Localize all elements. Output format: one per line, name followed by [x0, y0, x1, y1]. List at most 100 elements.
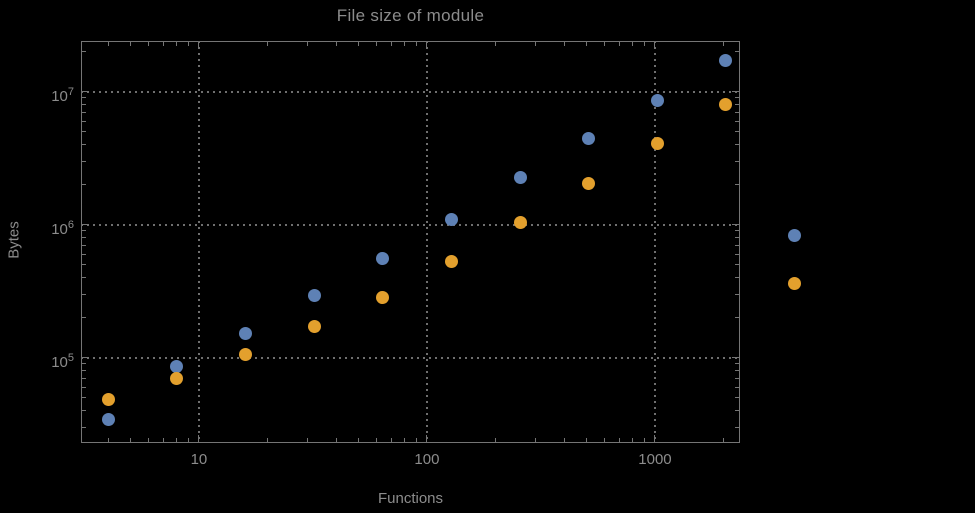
y-tick-right	[732, 357, 739, 359]
x-tick-top	[176, 42, 178, 46]
y-tick	[82, 184, 86, 186]
y-tick-label: 105	[51, 351, 74, 371]
data-point-series-2	[582, 177, 596, 191]
x-tick-top	[535, 42, 537, 46]
x-tick	[619, 438, 621, 442]
data-point-series-1	[170, 360, 184, 374]
x-tick-top	[198, 42, 200, 49]
x-tick	[603, 438, 605, 442]
x-tick-top	[267, 42, 269, 46]
x-tick	[404, 438, 406, 442]
x-tick-top	[375, 42, 377, 46]
x-tick	[495, 438, 497, 442]
y-tick-right	[735, 426, 739, 428]
x-tick	[307, 438, 309, 442]
x-tick	[535, 438, 537, 442]
x-tick-label: 10	[190, 451, 208, 468]
data-point-series-2	[101, 392, 115, 406]
data-point-series-1	[788, 228, 802, 242]
data-point-series-2	[444, 254, 458, 268]
y-tick-right	[735, 51, 739, 53]
y-tick	[82, 253, 86, 255]
x-tick-top	[129, 42, 131, 46]
x-tick-top	[644, 42, 646, 46]
y-tick	[82, 377, 86, 379]
x-tick	[426, 435, 428, 442]
data-point-series-1	[719, 54, 733, 68]
x-tick	[375, 438, 377, 442]
data-point-series-1	[238, 326, 252, 340]
y-tick-right	[735, 277, 739, 279]
x-tick-top	[563, 42, 565, 46]
y-tick-right	[735, 244, 739, 246]
x-tick	[644, 438, 646, 442]
x-tick-top	[632, 42, 634, 46]
x-tick	[416, 438, 417, 442]
chart-title: File size of module	[336, 6, 485, 25]
y-axis-label: Bytes	[5, 221, 23, 259]
x-gridline	[197, 41, 200, 443]
x-tick-top	[404, 42, 406, 46]
x-tick-top	[147, 42, 149, 46]
x-tick-top	[723, 42, 725, 46]
y-tick	[82, 120, 86, 122]
x-tick-top	[603, 42, 605, 46]
x-tick	[357, 438, 359, 442]
y-tick-right	[735, 317, 739, 319]
data-point-series-1	[444, 212, 458, 226]
plot-frame	[81, 41, 740, 443]
y-tick	[82, 264, 86, 266]
y-tick	[82, 317, 86, 319]
y-tick	[82, 236, 86, 238]
y-tick	[82, 410, 86, 412]
data-point-series-2	[376, 290, 390, 304]
y-tick	[82, 51, 86, 53]
data-point-series-1	[376, 251, 390, 265]
y-tick	[82, 357, 89, 359]
y-tick-right	[735, 131, 739, 133]
x-tick	[632, 438, 634, 442]
y-tick	[82, 97, 86, 99]
y-tick-right	[735, 293, 739, 295]
y-tick-label: 107	[51, 85, 74, 105]
y-tick	[82, 144, 86, 145]
y-tick-right	[735, 386, 739, 388]
x-tick	[163, 438, 165, 442]
y-gridline	[81, 356, 740, 359]
x-tick	[107, 438, 109, 442]
data-point-series-2	[650, 136, 664, 150]
y-tick	[82, 244, 86, 246]
x-tick-top	[495, 42, 497, 46]
data-point-series-1	[101, 412, 115, 426]
x-tick-top	[335, 42, 337, 46]
y-tick	[82, 293, 86, 295]
y-tick	[82, 363, 86, 365]
x-tick	[563, 438, 565, 442]
y-tick-right	[735, 236, 739, 238]
y-tick-right	[735, 410, 739, 412]
y-tick-right	[732, 224, 739, 226]
y-tick	[82, 91, 89, 93]
y-tick-right	[735, 230, 739, 232]
x-tick-top	[163, 42, 165, 46]
x-tick-label: 100	[414, 451, 440, 468]
data-point-series-2	[170, 371, 184, 385]
x-tick	[187, 438, 189, 442]
x-tick-top	[416, 42, 417, 46]
x-tick	[723, 438, 725, 442]
y-tick	[82, 277, 86, 279]
y-tick	[82, 131, 86, 133]
data-point-series-1	[582, 132, 596, 146]
y-tick-right	[735, 103, 739, 105]
y-tick	[82, 426, 86, 428]
data-point-series-1	[307, 288, 321, 302]
data-point-series-2	[307, 320, 321, 334]
x-tick	[585, 438, 587, 442]
data-point-series-2	[513, 215, 527, 229]
x-tick	[147, 438, 149, 442]
x-tick-top	[107, 42, 109, 46]
y-tick-right	[735, 111, 739, 113]
x-tick-label: 1000	[638, 451, 672, 468]
x-tick-top	[585, 42, 587, 46]
y-tick	[82, 397, 86, 399]
